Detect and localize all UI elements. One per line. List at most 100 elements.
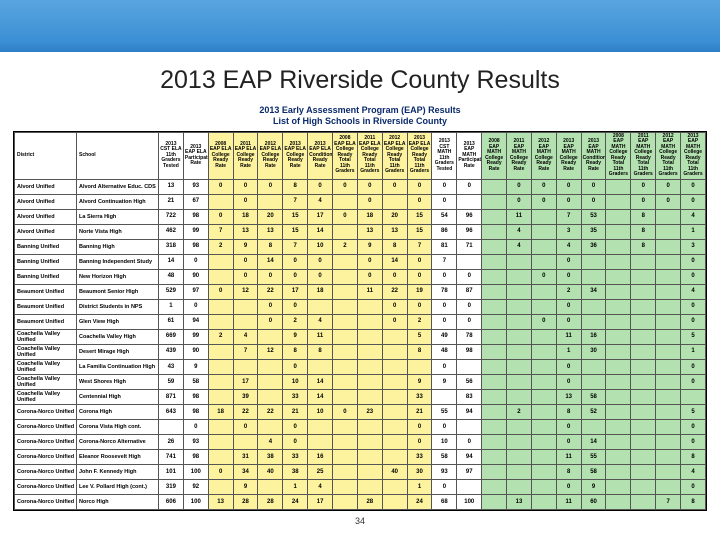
cell [507, 314, 532, 329]
cell [531, 495, 556, 510]
column-header: 2013 CST MATH 11th Graders Tested [432, 132, 457, 179]
cell: 0 [681, 374, 706, 389]
cell: 4 [258, 435, 283, 450]
cell: 0 [407, 420, 432, 435]
cell: 92 [183, 480, 208, 495]
cell [531, 254, 556, 269]
cell: 319 [159, 480, 184, 495]
cell: Centennial High [77, 389, 159, 404]
cell [333, 374, 358, 389]
column-header: District [15, 132, 77, 179]
cell [507, 374, 532, 389]
cell [357, 450, 382, 465]
cell: 98 [183, 389, 208, 404]
cell: 10 [308, 239, 333, 254]
cell [333, 284, 358, 299]
cell [631, 344, 656, 359]
cell [606, 239, 631, 254]
table-row: Alvord UnifiedAlvord Continuation High21… [15, 194, 706, 209]
cell [656, 224, 681, 239]
table-row: Corona-Norco UnifiedEleanor Roosevelt Hi… [15, 450, 706, 465]
cell [457, 359, 482, 374]
cell [482, 314, 507, 329]
cell [382, 450, 407, 465]
cell: 7 [233, 344, 258, 359]
cell: 86 [432, 224, 457, 239]
cell [606, 465, 631, 480]
cell: 0 [357, 254, 382, 269]
cell: 462 [159, 224, 184, 239]
cell: Alvord Continuation High [77, 194, 159, 209]
cell: Alvord Alternative Educ. CDS [77, 179, 159, 194]
cell: 38 [258, 450, 283, 465]
cell: 43 [159, 359, 184, 374]
cell: 93 [432, 465, 457, 480]
cell: 8 [681, 495, 706, 510]
table-row: Coachella Valley UnifiedCoachella Valley… [15, 329, 706, 344]
cell [357, 435, 382, 450]
cell [531, 284, 556, 299]
cell: 0 [283, 269, 308, 284]
subtitle-line1: 2013 Early Assessment Program (EAP) Resu… [0, 105, 720, 116]
cell [333, 480, 358, 495]
cell [631, 299, 656, 314]
cell: 0 [507, 179, 532, 194]
cell: 58 [183, 374, 208, 389]
cell [606, 179, 631, 194]
cell: 0 [457, 314, 482, 329]
cell: 18 [208, 405, 233, 420]
column-header: 2013 EAP ELA Participation Rate [183, 132, 208, 179]
cell: 0 [507, 194, 532, 209]
cell [258, 329, 283, 344]
cell: 13 [159, 179, 184, 194]
table-row: Beaumont UnifiedDistrict Students in NPS… [15, 299, 706, 314]
cell: 7 [407, 239, 432, 254]
cell [656, 344, 681, 359]
cell [482, 359, 507, 374]
cell: 8 [382, 239, 407, 254]
table-row: Beaumont UnifiedGlen View High6194024020… [15, 314, 706, 329]
cell: 22 [258, 405, 283, 420]
cell [333, 299, 358, 314]
cell [333, 389, 358, 404]
cell: Norco High [77, 495, 159, 510]
cell [482, 299, 507, 314]
cell: 9 [183, 359, 208, 374]
cell: 25 [308, 465, 333, 480]
cell [531, 224, 556, 239]
cell: 100 [183, 495, 208, 510]
cell: 1 [407, 480, 432, 495]
cell [581, 374, 606, 389]
column-header: 2013 CST ELA 11th Graders Tested [159, 132, 184, 179]
cell [631, 389, 656, 404]
cell [656, 374, 681, 389]
column-header: 2011 EAP MATH College Ready Total 11th G… [631, 132, 656, 179]
cell [432, 389, 457, 404]
cell [208, 359, 233, 374]
cell: 0 [556, 314, 581, 329]
cell: 34 [233, 465, 258, 480]
cell: 2 [333, 239, 358, 254]
cell: 7 [283, 194, 308, 209]
cell [631, 435, 656, 450]
cell: 53 [581, 209, 606, 224]
cell: Beaumont Senior High [77, 284, 159, 299]
cell: 13 [357, 224, 382, 239]
cell [507, 465, 532, 480]
cell: 0 [681, 179, 706, 194]
cell: 1 [681, 344, 706, 359]
cell: 26 [159, 435, 184, 450]
cell [457, 480, 482, 495]
cell: 0 [556, 435, 581, 450]
cell: 643 [159, 405, 184, 420]
cell: 8 [681, 450, 706, 465]
cell [606, 194, 631, 209]
cell: Banning High [77, 239, 159, 254]
cell: 7 [283, 239, 308, 254]
cell: 7 [556, 209, 581, 224]
cell: 0 [556, 179, 581, 194]
cell [507, 344, 532, 359]
cell [482, 465, 507, 480]
cell: 10 [308, 405, 333, 420]
table-subtitle: 2013 Early Assessment Program (EAP) Resu… [0, 105, 720, 127]
